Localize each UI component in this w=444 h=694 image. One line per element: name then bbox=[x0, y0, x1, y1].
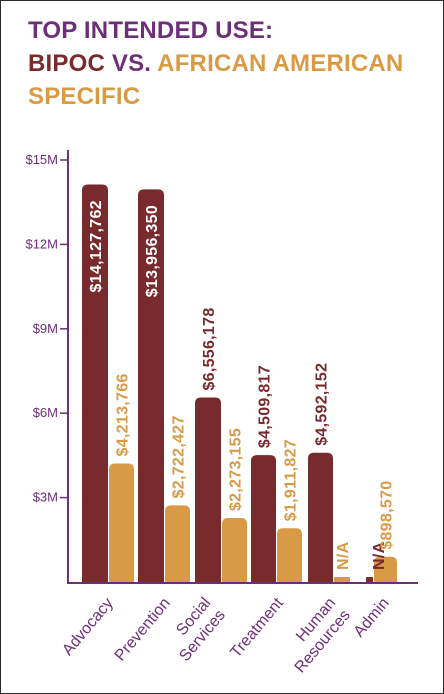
y-tick-label: $6M bbox=[33, 405, 58, 420]
axis-layer: $3M $6M $9M $12M $15M bbox=[25, 150, 418, 584]
title-top-intended-use: TOP INTENDED USE: bbox=[28, 17, 274, 44]
bar-bipoc-treatment bbox=[251, 455, 276, 582]
value-label-bipoc: $4,592,152 bbox=[314, 363, 331, 446]
title-bipoc: BIPOC bbox=[28, 50, 106, 77]
label-layer: $14,127,762 $4,213,766 $13,956,350 $2,722,4… bbox=[88, 200, 396, 570]
category-label-treatment: Treatment bbox=[227, 594, 287, 661]
bar-layer bbox=[82, 184, 397, 583]
value-label-bipoc: $13,956,350 bbox=[144, 205, 161, 297]
title-line-1: TOP INTENDED USE: bbox=[28, 14, 428, 47]
category-label-admin: Admin bbox=[351, 595, 393, 641]
y-tick-label: $3M bbox=[33, 490, 58, 505]
category-label-prevention: Prevention bbox=[112, 595, 174, 665]
value-label-african-american: $2,722,427 bbox=[171, 415, 188, 498]
category-label-line: Advocacy bbox=[59, 595, 117, 659]
value-label-african-american: $2,273,155 bbox=[228, 428, 245, 511]
value-label-african-american: $898,570 bbox=[379, 481, 396, 550]
value-label-bipoc: $6,556,178 bbox=[201, 307, 218, 390]
value-label-bipoc: N/A bbox=[371, 541, 388, 570]
category-label-line: Admin bbox=[351, 595, 393, 641]
category-label-line: Prevention bbox=[112, 595, 174, 665]
category-label-advocacy: Advocacy bbox=[59, 595, 117, 659]
bar-bipoc-social-services bbox=[195, 397, 221, 582]
chart-title: TOP INTENDED USE: BIPOC VS. AFRICAN AMER… bbox=[28, 14, 428, 113]
bar-african-american-admin bbox=[374, 556, 397, 582]
category-label-line: Treatment bbox=[227, 594, 287, 661]
y-tick-label: $15M bbox=[25, 152, 58, 167]
title-african-american: AFRICAN AMERICAN bbox=[157, 50, 404, 77]
bar-bipoc-advocacy bbox=[82, 184, 108, 583]
value-label-african-american: N/A bbox=[335, 541, 352, 570]
title-specific: SPECIFIC bbox=[28, 83, 141, 110]
bar-bipoc-prevention bbox=[138, 189, 164, 582]
bar-african-american-treatment bbox=[277, 528, 302, 582]
title-line-2: BIPOC VS. AFRICAN AMERICAN bbox=[28, 47, 428, 80]
bar-african-american-social-services bbox=[222, 518, 247, 582]
y-tick-label: $9M bbox=[33, 321, 58, 336]
value-label-african-american: $1,911,827 bbox=[283, 439, 300, 521]
title-vs: VS. bbox=[105, 50, 158, 77]
bar-african-american-advocacy bbox=[109, 463, 134, 582]
bar-african-american-prevention bbox=[165, 505, 190, 582]
title-line-3: SPECIFIC bbox=[28, 80, 428, 113]
bar-african-american-human-resources bbox=[334, 577, 350, 582]
value-label-african-american: $4,213,766 bbox=[115, 373, 132, 456]
y-tick-label: $12M bbox=[25, 236, 58, 251]
bar-bipoc-human-resources bbox=[308, 452, 333, 582]
bar-bipoc-admin bbox=[366, 577, 373, 582]
value-label-bipoc: $4,509,817 bbox=[257, 365, 274, 448]
value-label-bipoc: $14,127,762 bbox=[88, 200, 105, 292]
